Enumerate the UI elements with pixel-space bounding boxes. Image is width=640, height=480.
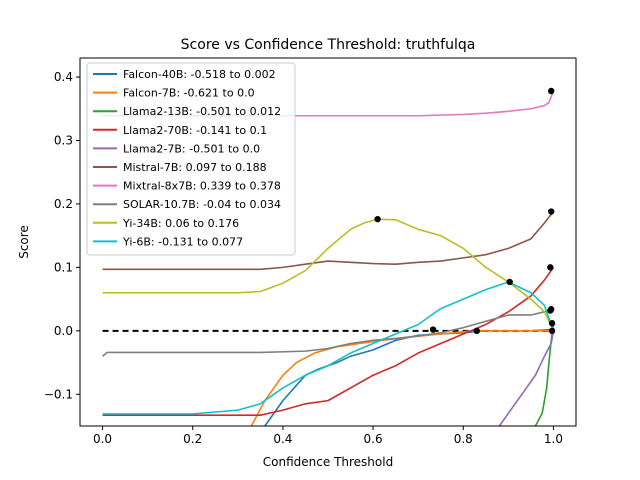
legend-label-2: Llama2-13B: -0.501 to 0.012 (123, 105, 281, 118)
y-tick-label-0: −0.1 (44, 387, 73, 401)
marker-point-6 (547, 264, 554, 271)
legend-label-4: Llama2-7B: -0.501 to 0.0 (123, 142, 260, 155)
legend-label-6: Mixtral-8x7B: 0.339 to 0.378 (123, 180, 281, 193)
chart-title: Score vs Confidence Threshold: truthfulq… (181, 37, 476, 53)
legend-label-3: Llama2-70B: -0.141 to 0.1 (123, 124, 267, 137)
legend-label-1: Falcon-7B: -0.621 to 0.0 (123, 87, 255, 100)
y-tick-label-5: 0.4 (54, 70, 73, 84)
x-tick-label-3: 0.6 (364, 432, 383, 446)
marker-point-1 (429, 326, 437, 333)
x-axis: 0.0 0.2 0.4 0.6 0.8 1.0 (93, 426, 563, 446)
series-line-4 (498, 330, 555, 426)
series-line-1 (250, 330, 554, 426)
legend-label-9: Yi-6B: -0.131 to 0.077 (122, 235, 243, 248)
y-tick-label-4: 0.3 (54, 133, 73, 147)
x-tick-label-4: 0.8 (454, 432, 473, 446)
legend-label-7: SOLAR-10.7B: -0.04 to 0.034 (123, 198, 281, 211)
legend-box (86, 62, 296, 256)
series-line-3 (102, 266, 555, 417)
y-tick-label-1: 0.0 (54, 324, 73, 338)
plot-frame (79, 57, 577, 427)
marker-point-5 (548, 208, 555, 215)
marker-point-0 (374, 215, 381, 223)
y-axis-label: Score (17, 225, 31, 259)
x-tick-label-2: 0.4 (273, 432, 292, 446)
y-tick-label-3: 0.2 (54, 197, 73, 211)
y-axis: −0.1 0.0 0.1 0.2 0.3 0.4 (44, 70, 80, 401)
legend-label-8: Yi-34B: 0.06 to 0.176 (122, 217, 239, 230)
legend: Falcon-40B: -0.518 to 0.002 Falcon-7B: -0… (86, 62, 296, 256)
marker-point-9 (548, 320, 556, 327)
legend-label-0: Falcon-40B: -0.518 to 0.002 (123, 68, 276, 81)
marker-point-10 (548, 327, 556, 335)
x-tick-label-0: 0.0 (93, 432, 112, 446)
marker-layer (374, 87, 556, 335)
marker-point-8 (547, 307, 554, 314)
x-axis-label: Confidence Threshold (263, 455, 393, 469)
marker-point-3 (506, 278, 513, 286)
series-line-7 (102, 308, 554, 357)
y-tick-label-2: 0.1 (54, 260, 73, 274)
x-tick-label-5: 1.0 (544, 432, 563, 446)
legend-label-5: Mistral-7B: 0.097 to 0.188 (123, 161, 267, 174)
marker-point-4 (548, 87, 555, 95)
x-tick-label-1: 0.2 (183, 432, 202, 446)
series-line-5 (102, 211, 555, 271)
marker-point-2 (473, 327, 480, 335)
